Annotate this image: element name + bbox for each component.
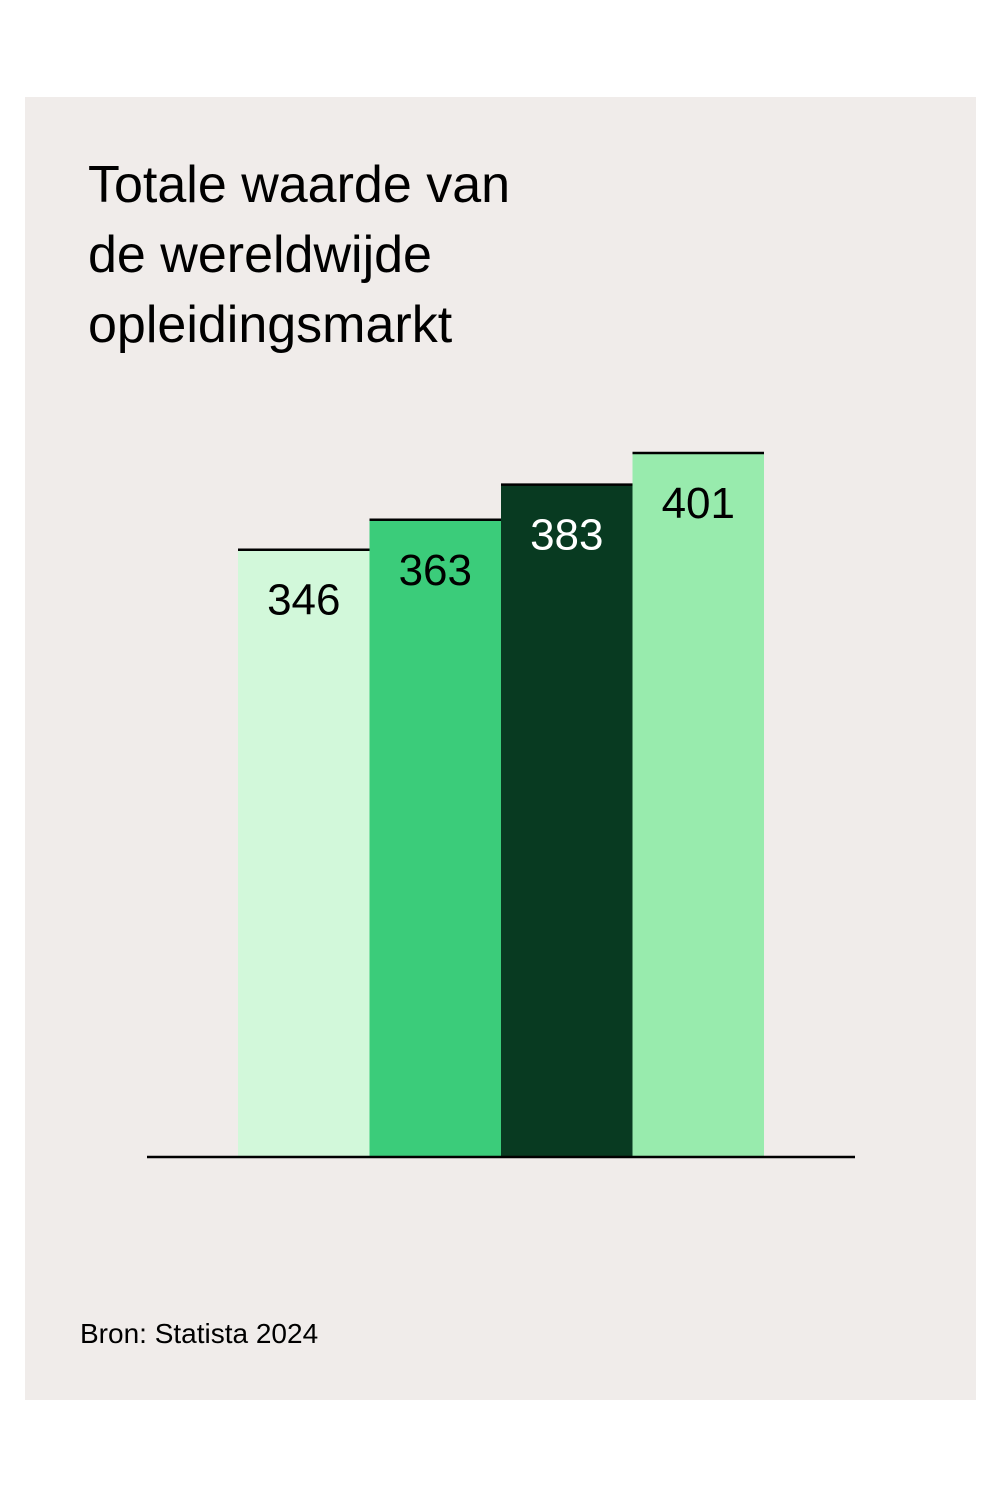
bar-2 (369, 518, 501, 1157)
bar-1-value-label: 346 (267, 576, 340, 625)
bar-2-value-label: 363 (399, 546, 472, 595)
chart-title-line-1: Totale waarde van (88, 156, 511, 214)
bar-4 (632, 452, 764, 1157)
bar-1 (238, 548, 370, 1157)
chart-title-line-2: de wereldwijde (88, 226, 432, 284)
bar-3-value-label: 383 (530, 511, 603, 560)
chart-title-line-3: opleidingsmarkt (88, 296, 453, 354)
source-note: Bron: Statista 2024 (80, 1318, 319, 1349)
chart-title: Totale waarde van de wereldwijde opleidi… (88, 150, 648, 360)
bar-4-value-label: 401 (662, 479, 735, 528)
bar-3 (501, 483, 633, 1158)
